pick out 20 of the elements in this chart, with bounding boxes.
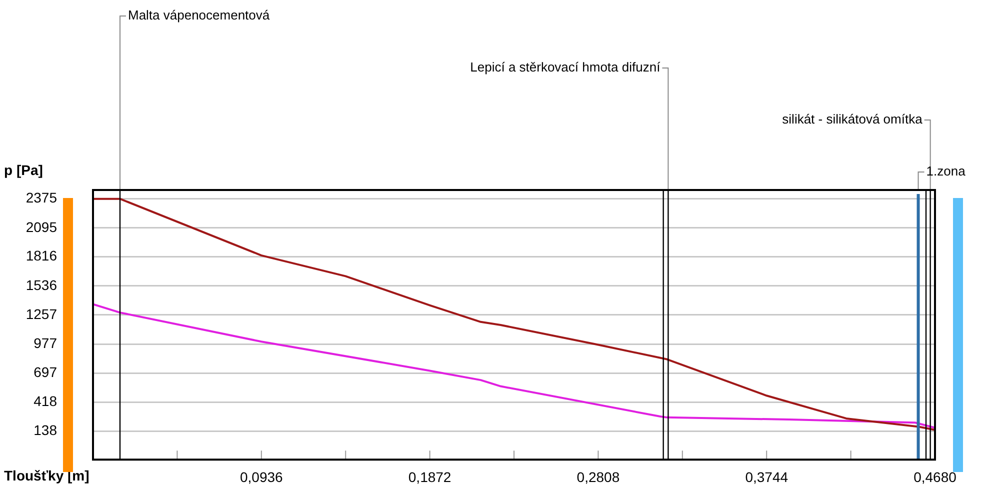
x-axis-title: Tloušťky [m]	[4, 467, 90, 484]
ref-line-label: silikát - silikátová omítka	[782, 112, 924, 127]
ref-line-label: 1.zona	[926, 164, 966, 179]
x-tick-label: 0,1872	[408, 468, 452, 485]
y-tick-label: 1816	[26, 248, 58, 264]
y-tick-label: 2095	[26, 218, 58, 235]
x-tick-label: 0,0936	[240, 468, 284, 485]
y-tick-label: 138	[34, 422, 58, 438]
y-tick-label: 1257	[26, 306, 58, 322]
x-tick-label: 0,3744	[745, 468, 788, 485]
x-tick-label: 0,4680	[914, 468, 957, 485]
y-tick-label: 977	[34, 334, 58, 351]
y-tick-label: 2375	[26, 190, 58, 206]
y-tick-label: 697	[34, 364, 58, 380]
ref-line-label: Lepicí a stěrkovací hmota difuzní	[470, 60, 661, 75]
ref-line-label: Malta vápenocementová	[128, 8, 270, 23]
y-tick-label: 1536	[26, 276, 58, 293]
y-tick-label: 418	[34, 392, 58, 409]
x-tick-label: 0,2808	[576, 468, 620, 485]
y-axis-title: p [Pa]	[4, 162, 43, 178]
